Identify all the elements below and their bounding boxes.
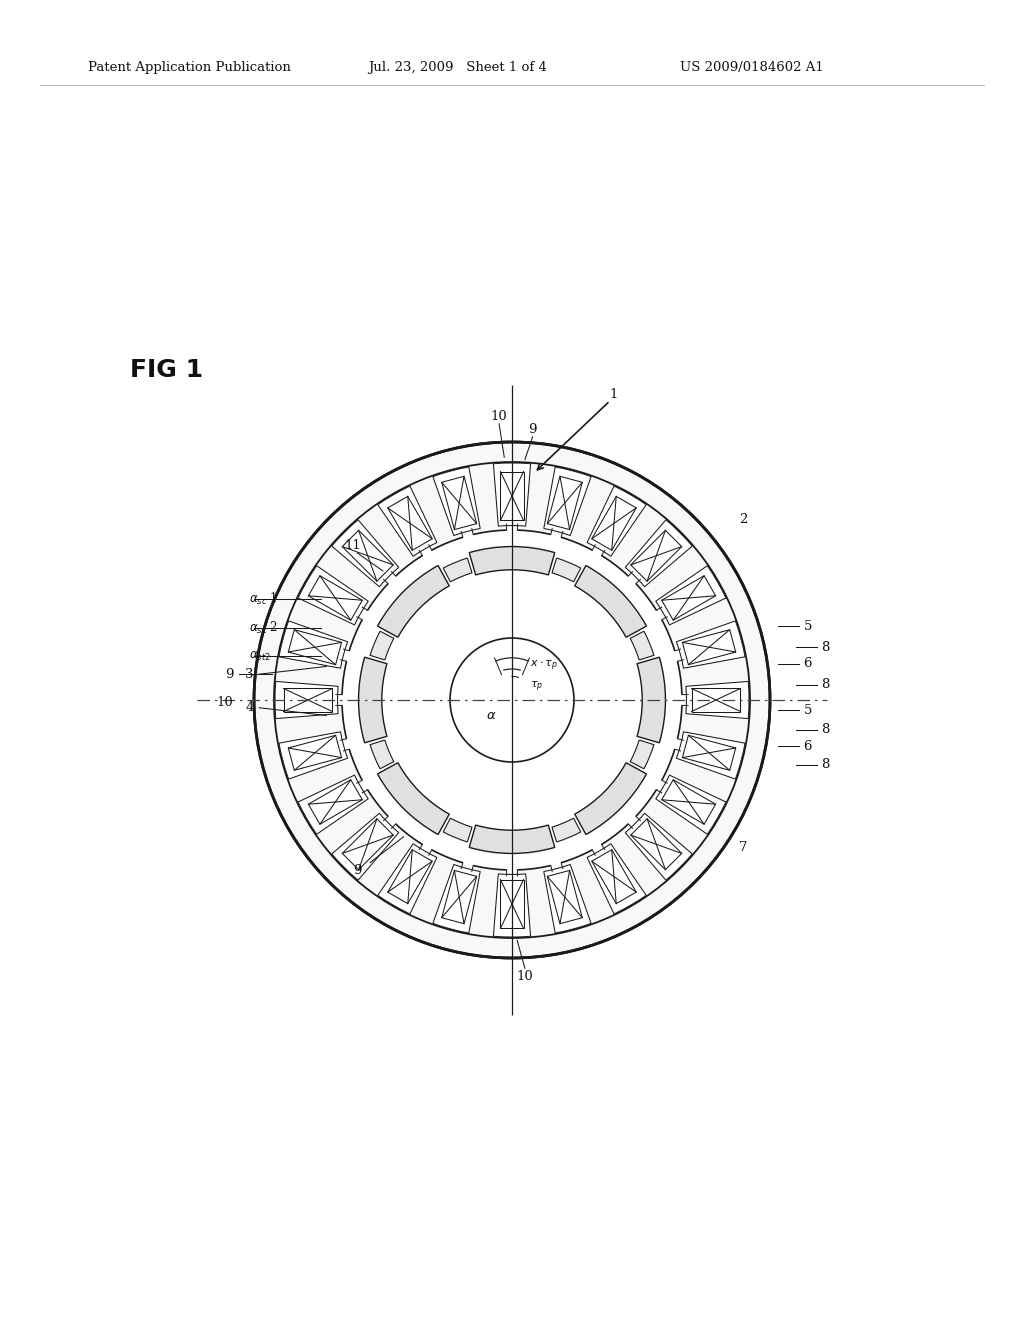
Polygon shape <box>592 850 636 904</box>
Wedge shape <box>332 813 398 880</box>
Text: 10: 10 <box>490 409 508 422</box>
Wedge shape <box>574 763 646 834</box>
Wedge shape <box>279 731 347 779</box>
Text: 5: 5 <box>804 704 812 717</box>
Text: 1: 1 <box>610 388 618 401</box>
Polygon shape <box>289 630 342 665</box>
Wedge shape <box>378 843 437 913</box>
Wedge shape <box>552 818 581 842</box>
Polygon shape <box>592 496 636 550</box>
Wedge shape <box>677 620 745 668</box>
Polygon shape <box>682 735 735 771</box>
Wedge shape <box>443 818 472 842</box>
Text: 3: 3 <box>246 668 254 681</box>
Wedge shape <box>443 558 472 582</box>
Wedge shape <box>630 741 654 768</box>
Wedge shape <box>469 825 555 854</box>
Wedge shape <box>469 546 555 576</box>
Text: US 2009/0184602 A1: US 2009/0184602 A1 <box>680 62 823 74</box>
Text: Jul. 23, 2009   Sheet 1 of 4: Jul. 23, 2009 Sheet 1 of 4 <box>368 62 547 74</box>
Text: 11: 11 <box>344 539 361 552</box>
Text: 8: 8 <box>821 723 830 737</box>
Circle shape <box>342 531 682 870</box>
Wedge shape <box>275 681 338 718</box>
Text: $\alpha_{sc}$ 2: $\alpha_{sc}$ 2 <box>249 619 278 636</box>
Text: 8: 8 <box>821 678 830 692</box>
Text: 5: 5 <box>804 620 812 634</box>
Text: $\alpha_{sc}$ 1: $\alpha_{sc}$ 1 <box>249 591 278 607</box>
Wedge shape <box>494 463 530 527</box>
Wedge shape <box>370 631 394 660</box>
Polygon shape <box>682 630 735 665</box>
Polygon shape <box>388 850 432 904</box>
Circle shape <box>357 545 667 855</box>
Polygon shape <box>388 496 432 550</box>
Wedge shape <box>494 874 530 937</box>
Text: 2: 2 <box>739 513 748 525</box>
Wedge shape <box>626 520 692 586</box>
Wedge shape <box>655 566 726 624</box>
Polygon shape <box>547 870 583 924</box>
Text: $\alpha_{st2}$: $\alpha_{st2}$ <box>249 649 270 663</box>
Wedge shape <box>552 558 581 582</box>
Text: 9: 9 <box>528 422 537 436</box>
Wedge shape <box>637 657 666 743</box>
Wedge shape <box>626 813 692 880</box>
Wedge shape <box>378 565 450 638</box>
Polygon shape <box>289 735 342 771</box>
Polygon shape <box>308 576 362 620</box>
Polygon shape <box>441 870 477 924</box>
Text: 7: 7 <box>739 841 748 854</box>
Wedge shape <box>370 741 394 768</box>
Polygon shape <box>284 689 333 711</box>
Polygon shape <box>547 477 583 529</box>
Text: FIG 1: FIG 1 <box>130 358 203 381</box>
Circle shape <box>254 442 770 958</box>
Text: Patent Application Publication: Patent Application Publication <box>88 62 291 74</box>
Wedge shape <box>544 467 591 536</box>
Wedge shape <box>433 865 480 933</box>
Text: 6: 6 <box>804 657 812 671</box>
Wedge shape <box>332 520 398 586</box>
Wedge shape <box>655 775 726 834</box>
Text: 6: 6 <box>804 741 812 752</box>
Text: 10: 10 <box>217 696 233 709</box>
Text: 4: 4 <box>246 701 254 714</box>
Wedge shape <box>587 486 646 556</box>
Polygon shape <box>342 531 393 581</box>
Text: 10: 10 <box>516 970 534 982</box>
Polygon shape <box>501 471 523 520</box>
Text: 8: 8 <box>821 758 830 771</box>
Wedge shape <box>298 566 369 624</box>
Wedge shape <box>378 486 437 556</box>
Polygon shape <box>662 576 716 620</box>
Text: $\tau_p$: $\tau_p$ <box>530 680 544 693</box>
Wedge shape <box>279 620 347 668</box>
Polygon shape <box>631 531 682 581</box>
Wedge shape <box>378 763 450 834</box>
Polygon shape <box>441 477 477 529</box>
Text: 9: 9 <box>225 668 233 681</box>
Circle shape <box>450 638 574 762</box>
Text: $\alpha$: $\alpha$ <box>486 709 497 722</box>
Wedge shape <box>574 565 646 638</box>
Text: 8: 8 <box>821 640 830 653</box>
Text: $x\cdot\tau_p$: $x\cdot\tau_p$ <box>530 659 558 673</box>
Wedge shape <box>298 775 369 834</box>
Wedge shape <box>587 843 646 913</box>
Text: 9: 9 <box>353 863 361 876</box>
Wedge shape <box>433 467 480 536</box>
Polygon shape <box>662 780 716 824</box>
Wedge shape <box>677 731 745 779</box>
Wedge shape <box>686 681 749 718</box>
Polygon shape <box>308 780 362 824</box>
Wedge shape <box>544 865 591 933</box>
Polygon shape <box>631 818 682 870</box>
Wedge shape <box>630 631 654 660</box>
Polygon shape <box>342 818 393 870</box>
Wedge shape <box>358 657 387 743</box>
Polygon shape <box>501 879 523 928</box>
Polygon shape <box>691 689 740 711</box>
